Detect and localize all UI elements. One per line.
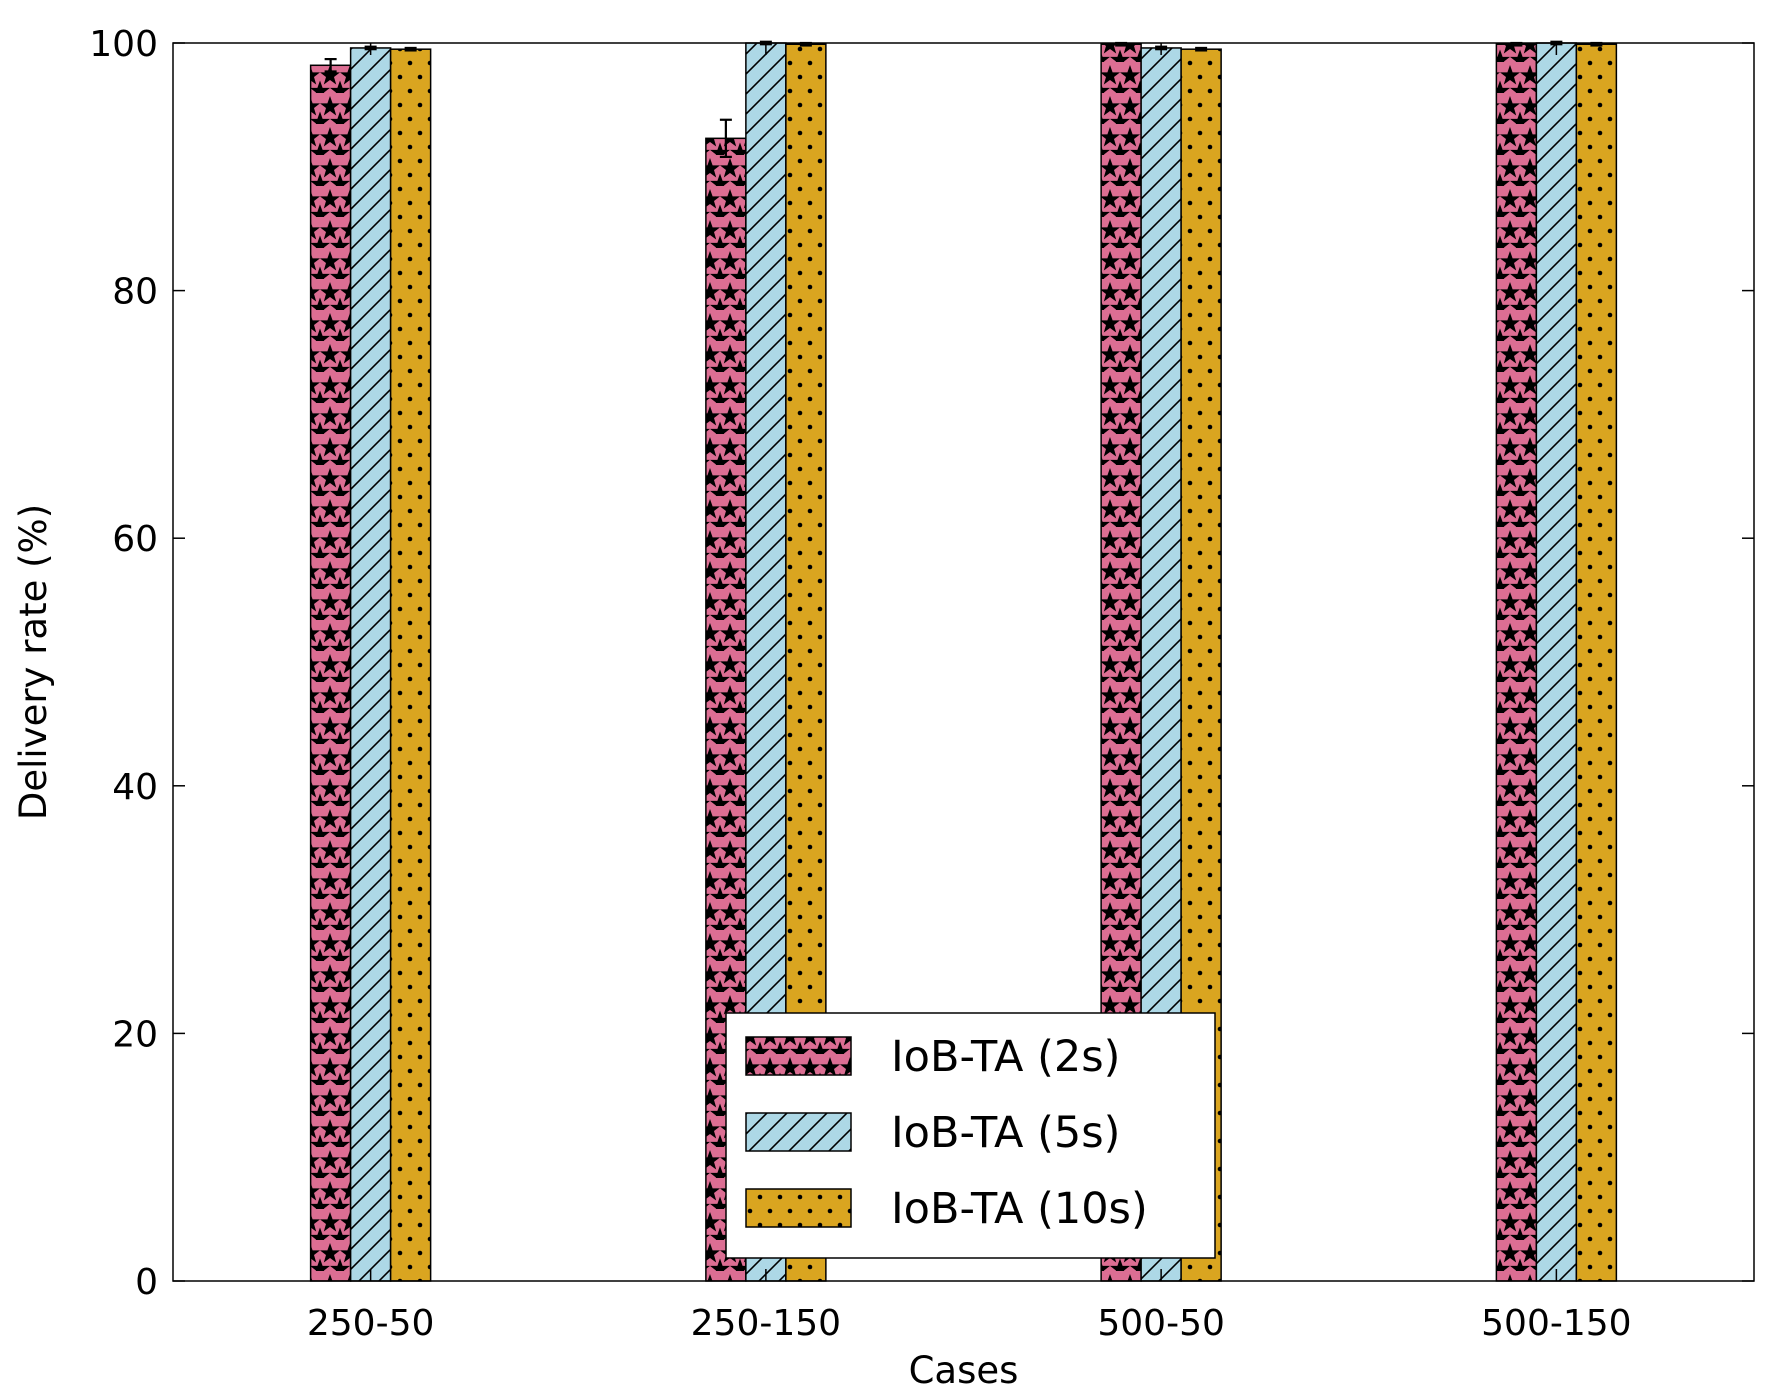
error-bar-250-50-series-1 [324,57,337,73]
x-axis-title: Cases [909,1349,1019,1392]
error-bar-250-150-series-1 [719,118,732,158]
y-tick-label: 100 [89,24,158,65]
legend: IoB-TA (2s) IoB-TA (5s) IoB-TA (10s) [725,1012,1216,1259]
legend-item-1: IoB-TA (2s) [745,1032,1120,1082]
x-axis-ticks: 250-50 250-150 500-50 500-150 [307,43,1632,1344]
bar-250-50-series-2 [349,47,392,1282]
legend-label: IoB-TA (2s) [891,1032,1120,1082]
error-bar-250-50-series-3 [404,46,417,52]
bar-250-50-series-1 [309,64,352,1282]
y-tick-label: 60 [112,519,158,560]
legend-swatch [745,1036,852,1076]
x-tick-label-250-150: 250-150 [691,1303,841,1344]
y-axis-ticks: 0 20 40 60 80 100 [89,24,1754,1303]
bar-500-150-series-1 [1495,43,1538,1282]
y-tick-label: 0 [135,1262,158,1303]
legend-label: IoB-TA (5s) [891,1108,1120,1158]
legend-swatch [745,1188,852,1228]
error-bar-500-50-series-3 [1195,46,1208,52]
y-tick-label: 40 [112,767,158,808]
x-tick-label-250-50: 250-50 [307,1303,435,1344]
y-axis-title: Delivery rate (%) [12,504,55,820]
bar-500-150-series-3 [1575,43,1618,1282]
plot-area-frame [172,42,1755,1282]
y-tick-label: 20 [112,1014,158,1055]
legend-label: IoB-TA (10s) [891,1184,1148,1234]
x-tick-label-500-150: 500-150 [1481,1303,1631,1344]
y-tick-label: 80 [112,272,158,313]
error-bars-layer [324,40,1603,158]
legend-item-3: IoB-TA (10s) [745,1184,1148,1234]
bar-250-50-series-3 [389,48,432,1282]
legend-item-2: IoB-TA (5s) [745,1108,1120,1158]
legend-swatch [745,1112,852,1152]
x-tick-label-500-50: 500-50 [1097,1303,1225,1344]
bar-500-150-series-2 [1535,42,1578,1282]
